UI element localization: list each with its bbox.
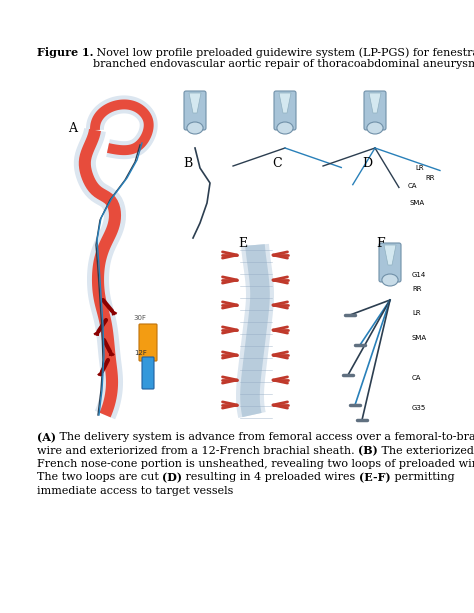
Text: (A): (A)	[37, 432, 56, 443]
Polygon shape	[189, 93, 201, 113]
Text: RR: RR	[412, 286, 421, 292]
Text: SMA: SMA	[412, 335, 427, 341]
FancyBboxPatch shape	[142, 357, 154, 389]
Polygon shape	[86, 96, 158, 159]
Text: (D): (D)	[163, 473, 182, 484]
Text: permitting: permitting	[391, 473, 455, 482]
Polygon shape	[79, 129, 121, 417]
Polygon shape	[90, 99, 154, 155]
Ellipse shape	[367, 122, 383, 134]
FancyBboxPatch shape	[139, 324, 157, 361]
Text: The delivery system is advance from femoral access over a femoral-to-brachial: The delivery system is advance from femo…	[56, 432, 474, 442]
Polygon shape	[369, 93, 381, 113]
FancyBboxPatch shape	[364, 91, 386, 130]
Polygon shape	[384, 245, 396, 265]
Ellipse shape	[277, 122, 293, 134]
Bar	[20, 85, 464, 425]
Text: (E-F): (E-F)	[359, 473, 391, 484]
Text: resulting in 4 preloaded wires: resulting in 4 preloaded wires	[182, 473, 359, 482]
Text: 30F: 30F	[133, 315, 146, 321]
Text: The exteriorized 8-: The exteriorized 8-	[378, 446, 474, 455]
Ellipse shape	[187, 122, 203, 134]
Polygon shape	[236, 244, 274, 418]
Text: E: E	[238, 237, 247, 250]
Text: CA: CA	[408, 183, 418, 189]
Polygon shape	[240, 244, 270, 417]
FancyBboxPatch shape	[379, 243, 401, 282]
Text: CA: CA	[412, 375, 421, 381]
Text: Novel low profile preloaded guidewire system (LP-PGS) for fenestrated-
branched : Novel low profile preloaded guidewire sy…	[93, 47, 474, 69]
Text: LR: LR	[415, 165, 424, 171]
Text: F: F	[376, 237, 384, 250]
Text: G14: G14	[412, 272, 426, 278]
Text: wire and exteriorized from a 12-French brachial sheath.: wire and exteriorized from a 12-French b…	[37, 446, 358, 455]
Text: D: D	[362, 157, 372, 170]
FancyBboxPatch shape	[274, 91, 296, 130]
Text: 12F: 12F	[134, 350, 147, 356]
Text: LR: LR	[412, 310, 420, 316]
Text: immediate access to target vessels: immediate access to target vessels	[37, 486, 233, 496]
Polygon shape	[74, 128, 126, 419]
Text: B: B	[183, 157, 192, 170]
Text: French nose-cone portion is unsheathed, revealing two loops of preloaded wires.: French nose-cone portion is unsheathed, …	[37, 459, 474, 469]
Ellipse shape	[382, 274, 398, 286]
Text: The two loops are cut: The two loops are cut	[37, 473, 163, 482]
Text: C: C	[272, 157, 282, 170]
Polygon shape	[279, 93, 291, 113]
FancyBboxPatch shape	[184, 91, 206, 130]
Text: SMA: SMA	[410, 200, 425, 206]
Text: (B): (B)	[358, 446, 378, 457]
Text: G35: G35	[412, 405, 426, 411]
Text: Figure 1.: Figure 1.	[37, 47, 93, 58]
Text: RR: RR	[425, 175, 435, 181]
Text: A: A	[68, 122, 77, 135]
